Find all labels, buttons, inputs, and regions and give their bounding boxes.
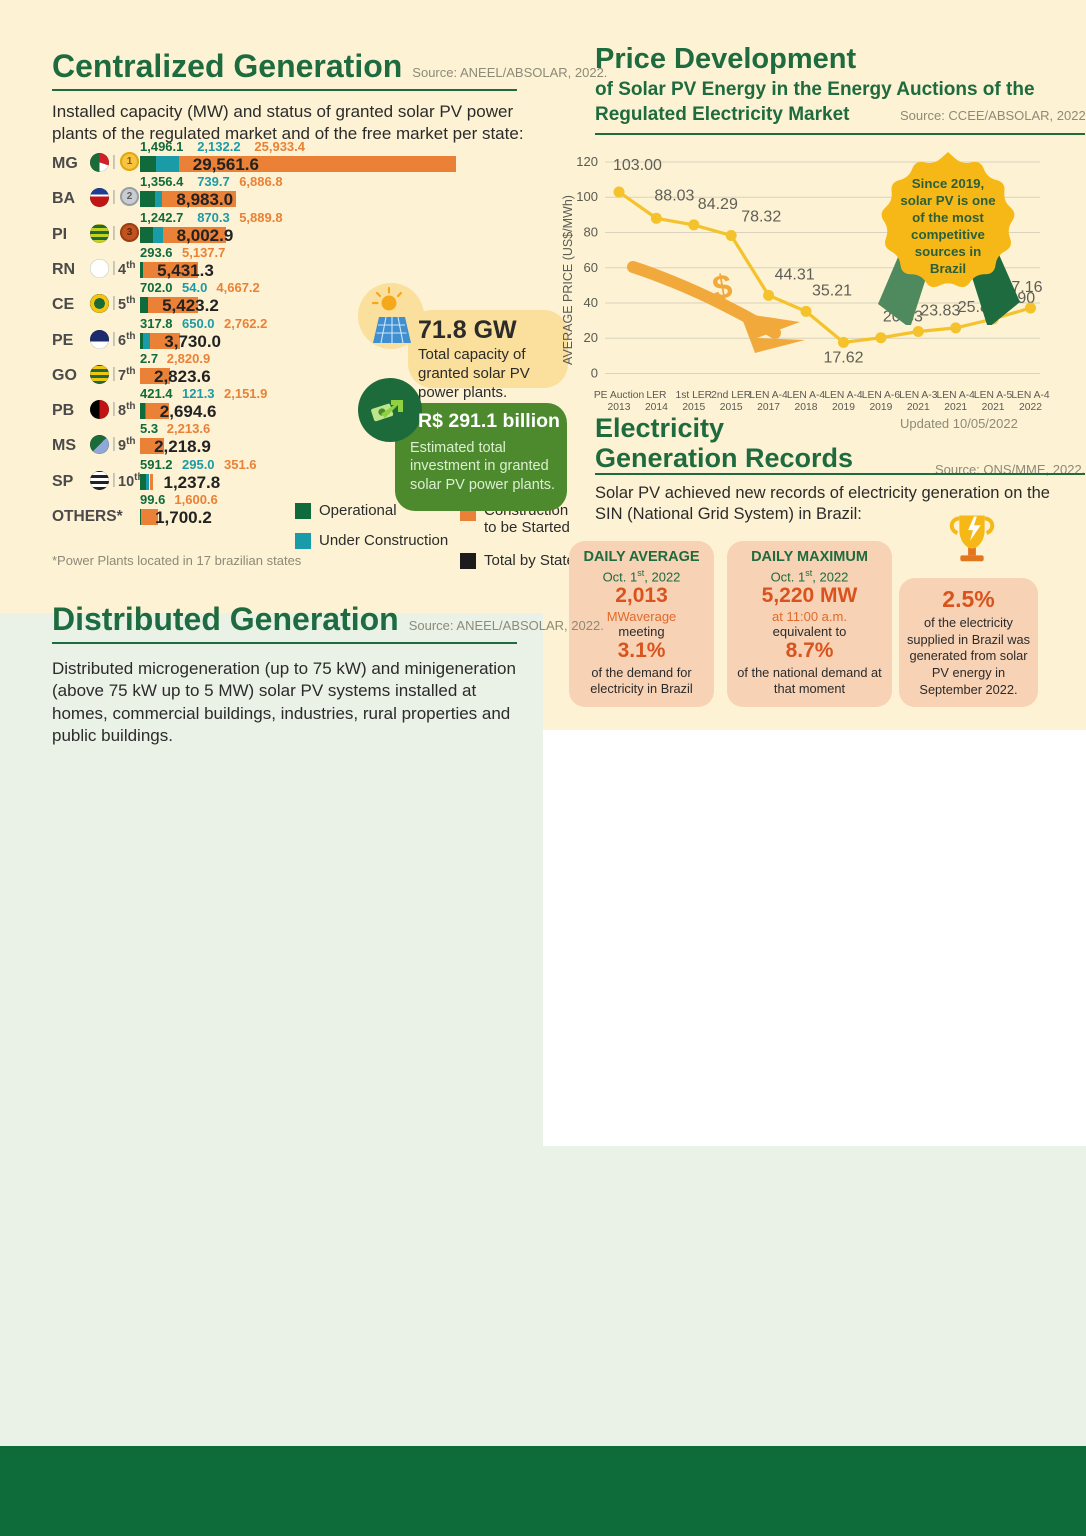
svg-text:120: 120 <box>576 154 598 169</box>
svg-text:2013: 2013 <box>608 402 631 413</box>
svg-text:LEN A-4: LEN A-4 <box>824 390 863 401</box>
svg-text:2017: 2017 <box>757 402 780 413</box>
svg-text:Brazil: Brazil <box>930 261 966 276</box>
svg-text:LEN A-4: LEN A-4 <box>1011 390 1050 401</box>
svg-text:84.29: 84.29 <box>698 196 738 213</box>
svg-text:78.32: 78.32 <box>741 209 781 226</box>
svg-text:LEN A-6: LEN A-6 <box>862 390 901 401</box>
svg-text:2014: 2014 <box>645 402 668 413</box>
svg-text:LEN A-4: LEN A-4 <box>787 390 826 401</box>
svg-text:AVERAGE PRICE (US$/MWh): AVERAGE PRICE (US$/MWh) <box>561 195 575 365</box>
svg-text:LEN A-4: LEN A-4 <box>937 390 976 401</box>
svg-text:88.03: 88.03 <box>654 187 694 204</box>
svg-text:2022: 2022 <box>1019 402 1042 413</box>
svg-text:2019: 2019 <box>832 402 855 413</box>
svg-text:solar PV is one: solar PV is one <box>900 193 995 208</box>
svg-text:1st LER: 1st LER <box>675 390 712 401</box>
svg-text:LEN A-5: LEN A-5 <box>974 390 1013 401</box>
svg-text:100: 100 <box>576 189 598 204</box>
svg-text:2019: 2019 <box>869 402 892 413</box>
svg-text:competitive: competitive <box>911 227 985 242</box>
svg-text:103.00: 103.00 <box>613 157 662 174</box>
svg-text:sources in: sources in <box>915 244 982 259</box>
svg-text:PE Auction: PE Auction <box>594 390 645 401</box>
svg-text:2nd LER: 2nd LER <box>711 390 751 401</box>
svg-text:20: 20 <box>584 330 598 345</box>
svg-text:2015: 2015 <box>720 402 743 413</box>
svg-text:2021: 2021 <box>907 402 930 413</box>
svg-text:2015: 2015 <box>682 402 705 413</box>
svg-text:2021: 2021 <box>982 402 1005 413</box>
svg-text:2021: 2021 <box>944 402 967 413</box>
svg-text:LER: LER <box>646 390 666 401</box>
svg-text:LEN A-3: LEN A-3 <box>899 390 938 401</box>
svg-text:60: 60 <box>584 260 598 275</box>
svg-text:of the most: of the most <box>912 210 984 225</box>
svg-text:Since 2019,: Since 2019, <box>912 176 984 191</box>
svg-text:80: 80 <box>584 225 598 240</box>
svg-text:2018: 2018 <box>795 402 818 413</box>
svg-text:LEN A-4: LEN A-4 <box>749 390 788 401</box>
svg-text:40: 40 <box>584 295 598 310</box>
svg-text:0: 0 <box>591 366 598 381</box>
